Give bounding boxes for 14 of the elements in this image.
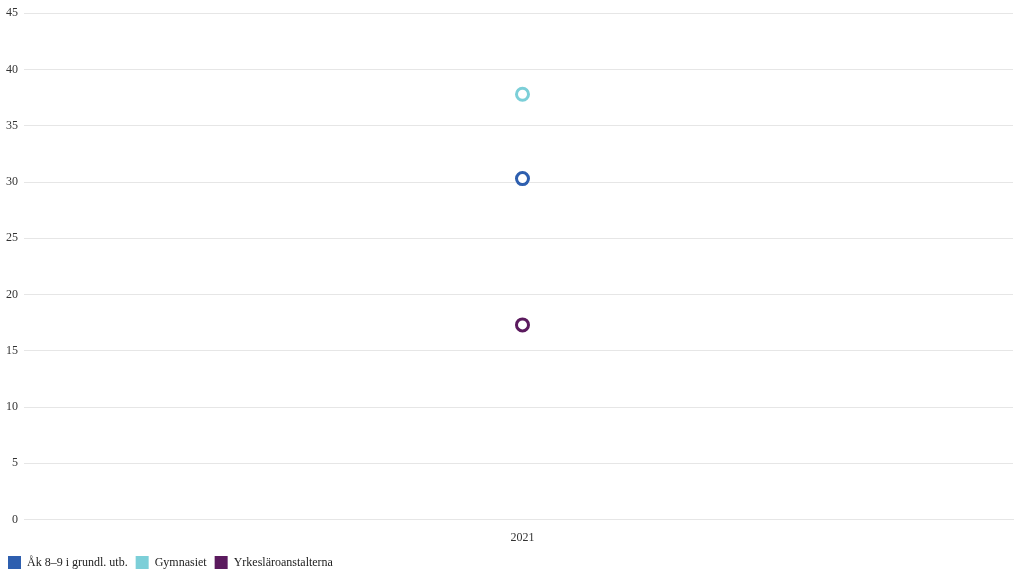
y-tick-label: 15 [6, 342, 18, 357]
legend-label: Åk 8–9 i grundl. utb. [27, 554, 128, 569]
x-tick-label: 2021 [510, 529, 535, 544]
y-tick-label: 30 [6, 174, 18, 189]
y-tick-label: 0 [12, 511, 18, 526]
y-tick-label: 35 [6, 117, 18, 132]
y-tick-label: 10 [6, 399, 18, 414]
legend-label: Yrkesläroanstalterna [233, 554, 334, 569]
legend-label: Gymnasiet [154, 554, 208, 569]
y-tick-label: 20 [6, 286, 18, 301]
y-tick-label: 45 [6, 5, 18, 20]
y-tick-label: 25 [6, 230, 18, 245]
y-tick-label: 5 [12, 455, 18, 470]
y-tick-label: 40 [6, 61, 18, 76]
